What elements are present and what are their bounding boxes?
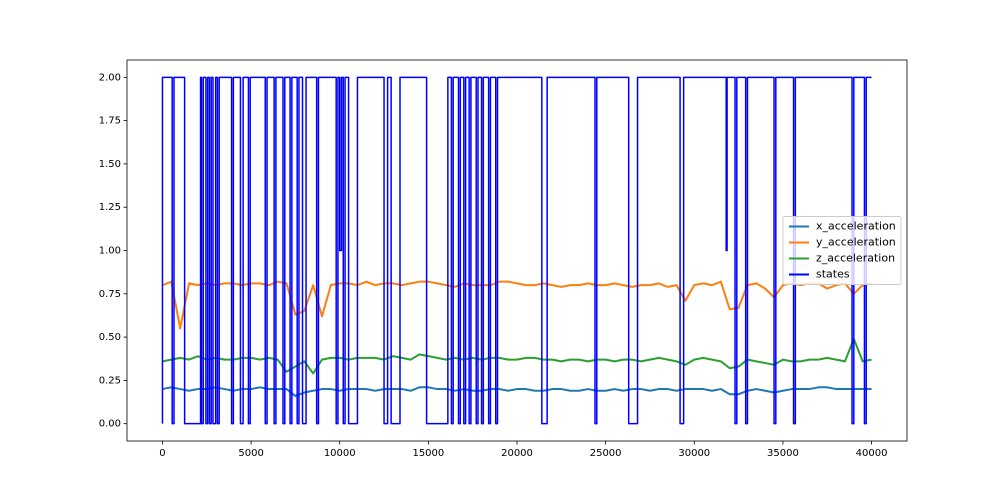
legend-label: x_acceleration <box>816 220 896 233</box>
legend-label: y_acceleration <box>816 236 896 249</box>
x-tick-label: 5000 <box>238 448 263 459</box>
series-line <box>161 76 872 425</box>
series-line <box>162 280 872 330</box>
x-tick-label: 15000 <box>412 448 444 459</box>
y-tick-label: 1.00 <box>99 246 121 257</box>
x-tick-label: 35000 <box>767 448 799 459</box>
y-tick-label: 1.75 <box>99 116 121 127</box>
legend-label: states <box>816 268 850 281</box>
axes-frame <box>126 59 908 442</box>
x-tick-label: 25000 <box>590 448 622 459</box>
y-tick-label: 0.75 <box>99 289 121 300</box>
legend-label: z_acceleration <box>816 252 895 265</box>
y-tick-label: 2.00 <box>99 72 121 83</box>
y-tick-label: 0.00 <box>99 419 121 430</box>
x-tick-label: 10000 <box>324 448 356 459</box>
y-tick-label: 1.50 <box>99 159 121 170</box>
y-tick-label: 0.25 <box>99 375 121 386</box>
x-tick-label: 40000 <box>856 448 888 459</box>
x-tick-label: 0 <box>159 448 165 459</box>
x-tick-label: 20000 <box>501 448 533 459</box>
series-line <box>162 386 872 397</box>
legend-box <box>782 216 902 285</box>
series-line <box>162 337 872 375</box>
y-tick-label: 0.50 <box>99 332 121 343</box>
y-tick-label: 1.25 <box>99 202 121 213</box>
x-tick-label: 30000 <box>678 448 710 459</box>
